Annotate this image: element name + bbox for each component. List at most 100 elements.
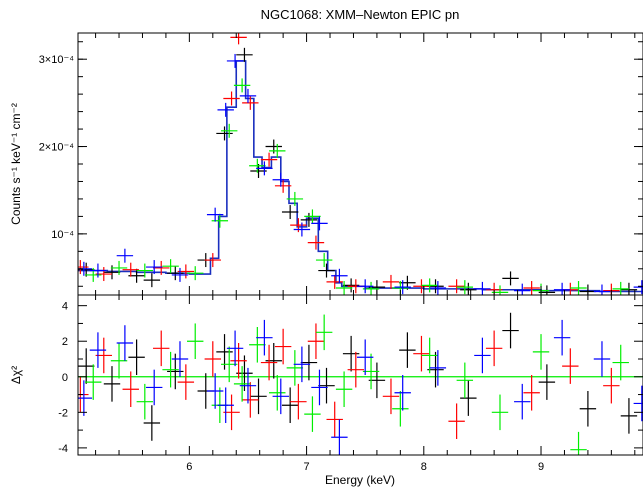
- spectrum-data-point: [421, 278, 438, 293]
- spectrum-data-point: [89, 263, 107, 278]
- residual-data-point: [187, 323, 204, 359]
- x-axis-label: Energy (keV): [325, 473, 395, 487]
- spectrum-data-point: [211, 213, 229, 228]
- spectrum-data-point: [553, 282, 571, 295]
- residual-data-point: [562, 348, 579, 384]
- spectrum-data-point: [116, 248, 134, 263]
- spectrum-data-point: [239, 88, 257, 103]
- spectrum-data-point: [394, 280, 411, 295]
- spectrum-frame: [77, 32, 643, 296]
- spectrum-data-point: [570, 281, 587, 295]
- spectrum-data-point: [315, 253, 333, 268]
- residual-data-point: [318, 367, 335, 404]
- spectrum-plot: 10⁻⁴ 2×10⁻⁴ 3×10⁻⁴ Counts s⁻¹ keV⁻¹ cm⁻²: [9, 32, 643, 296]
- residual-data-point: [162, 351, 179, 388]
- spectrum-data-point: [249, 158, 266, 173]
- residual-data-point: [331, 419, 348, 455]
- residual-data-point: [204, 341, 222, 377]
- spectrum-data-point: [269, 143, 286, 158]
- spectrum-data-point: [612, 281, 629, 295]
- spectrum-data-point: [331, 268, 348, 283]
- residual-data-point: [347, 351, 365, 388]
- residual-data-point: [286, 350, 304, 386]
- residual-data-point: [250, 378, 267, 415]
- spectrum-data-point: [474, 281, 491, 295]
- residual-data-point: [249, 327, 266, 363]
- spectrum-data-point: [382, 274, 400, 289]
- residual-data-point: [429, 350, 447, 386]
- spectrum-data-layer: [78, 33, 643, 295]
- spectrum-y-tick-label: 10⁻⁴: [51, 229, 74, 241]
- spectrum-data-point: [110, 260, 128, 275]
- model-curve-layer: [78, 60, 643, 293]
- residual-data-point: [304, 396, 321, 432]
- residual-data-point: [382, 378, 400, 415]
- spectrum-data-point: [230, 33, 247, 45]
- residual-data-point: [633, 385, 643, 422]
- residual-data-point: [315, 314, 333, 351]
- residual-data-point: [226, 330, 244, 367]
- residual-data-point: [239, 367, 257, 404]
- residual-data-point: [392, 391, 409, 427]
- residuals-y-tick-label: -4: [58, 443, 68, 455]
- residuals-frame: [77, 294, 643, 456]
- spectrum-data-point: [514, 283, 531, 295]
- spectrum-data-point: [413, 279, 430, 294]
- residuals-y-tick-label: -2: [58, 407, 68, 419]
- residual-data-point: [206, 373, 224, 409]
- spectrum-ticks: 10⁻⁴ 2×10⁻⁴ 3×10⁻⁴: [39, 33, 643, 295]
- spectrum-data-point: [204, 253, 222, 268]
- x-tick-label: 6: [186, 461, 192, 473]
- residual-data-point: [274, 328, 292, 365]
- residual-data-point: [593, 341, 611, 377]
- model-curve: [78, 60, 643, 293]
- spectrum-data-point: [233, 78, 251, 93]
- residual-data-point: [514, 383, 531, 420]
- residual-data-point: [242, 382, 259, 418]
- residuals-y-tick-label: 4: [62, 301, 68, 313]
- residual-data-point: [612, 344, 629, 381]
- spectrum-data-point: [236, 47, 253, 62]
- residual-data-point: [260, 344, 278, 381]
- residual-data-point: [217, 387, 234, 423]
- spectrum-data-point: [502, 271, 519, 286]
- spectrum-data-point: [460, 282, 477, 295]
- residual-data-point: [342, 335, 360, 372]
- residual-data-point: [399, 332, 416, 368]
- spectrum-data-point: [620, 282, 638, 295]
- spectrum-data-point: [304, 209, 321, 224]
- residual-data-point: [326, 401, 343, 438]
- residuals-data-layer: [78, 312, 643, 455]
- residual-data-point: [265, 343, 282, 379]
- spectrum-data-point: [143, 273, 161, 288]
- residual-data-point: [143, 405, 161, 441]
- spectrum-data-point: [311, 216, 328, 231]
- residual-data-point: [281, 387, 299, 423]
- spectrum-data-point: [78, 260, 89, 275]
- spectrum-data-point: [326, 274, 343, 289]
- residual-data-point: [103, 366, 121, 402]
- spectrum-data-point: [145, 260, 163, 275]
- residual-data-point: [491, 394, 509, 431]
- spectrum-data-point: [293, 222, 311, 237]
- residuals-y-tick-label: 2: [62, 336, 68, 348]
- x-tick-label: 8: [421, 461, 427, 473]
- residual-data-point: [532, 334, 550, 370]
- spectrum-data-point: [221, 123, 238, 138]
- residual-data-point: [272, 378, 289, 415]
- spectrum-data-point: [217, 102, 234, 117]
- residual-data-point: [269, 375, 286, 411]
- chart-title: NGC1068: XMM–Newton EPIC pn: [261, 7, 460, 22]
- spectrum-data-point: [307, 235, 325, 250]
- spectrum-data-point: [286, 191, 304, 206]
- residual-data-point: [474, 337, 491, 374]
- residual-data-point: [89, 332, 107, 368]
- residual-data-point: [78, 348, 95, 384]
- spectrum-data-point: [633, 280, 643, 295]
- spectrum-data-point: [300, 212, 318, 227]
- residual-data-point: [456, 362, 474, 399]
- residuals-y-tick-label: 0: [62, 372, 68, 384]
- spectrum-data-point: [456, 280, 474, 295]
- residual-data-point: [300, 344, 318, 381]
